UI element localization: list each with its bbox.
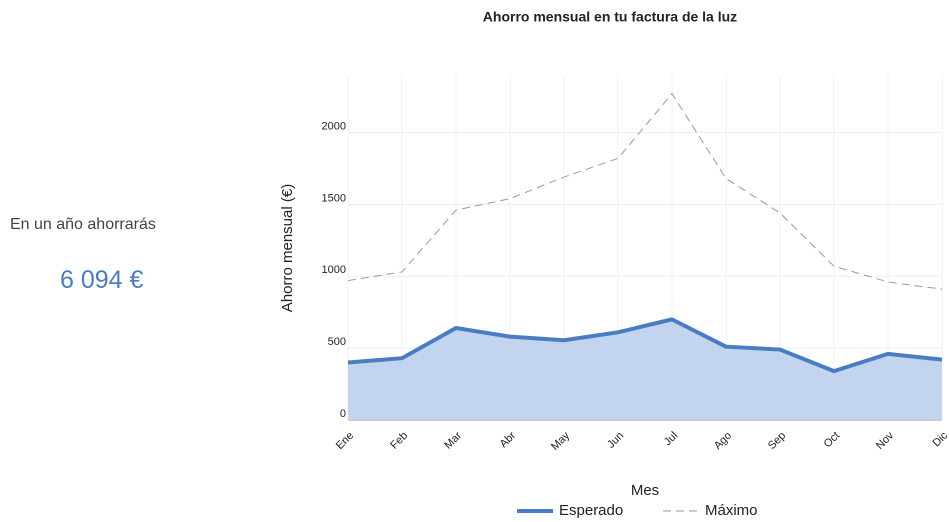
- y-tick-label: 500: [328, 336, 346, 348]
- y-axis-label: Ahorro mensual (€): [279, 184, 296, 312]
- x-tick-label: Nov: [874, 429, 897, 452]
- x-tick-label: Sep: [766, 430, 788, 452]
- x-axis-label: Mes: [631, 482, 659, 499]
- legend-label: Esperado: [559, 502, 623, 519]
- x-tick-label: Ago: [712, 430, 734, 452]
- x-tick-label: Jun: [605, 430, 626, 451]
- y-tick-label: 1500: [322, 192, 346, 204]
- summary-amount: 6 094 €: [60, 266, 144, 294]
- x-tick-label: Oct: [822, 430, 843, 451]
- series-line: [347, 93, 943, 290]
- chart-title: Ahorro mensual en tu factura de la luz: [483, 9, 737, 25]
- legend-label: Máximo: [705, 502, 758, 519]
- y-tick-label: 1000: [322, 264, 346, 276]
- x-tick-label: Feb: [388, 430, 410, 452]
- area: [348, 319, 942, 420]
- x-tick-label: Ene: [334, 430, 356, 452]
- y-tick-label: 2000: [322, 120, 346, 132]
- x-tick-label: Abr: [498, 429, 519, 450]
- x-tick-label: Dic: [930, 429, 949, 449]
- series-line: [347, 317, 943, 374]
- x-tick-label: Mar: [442, 429, 464, 451]
- x-tick-label: Jul: [662, 430, 680, 448]
- y-tick-label: 0: [340, 408, 346, 420]
- summary-label: En un año ahorrarás: [10, 216, 156, 233]
- x-tick-label: May: [549, 429, 573, 453]
